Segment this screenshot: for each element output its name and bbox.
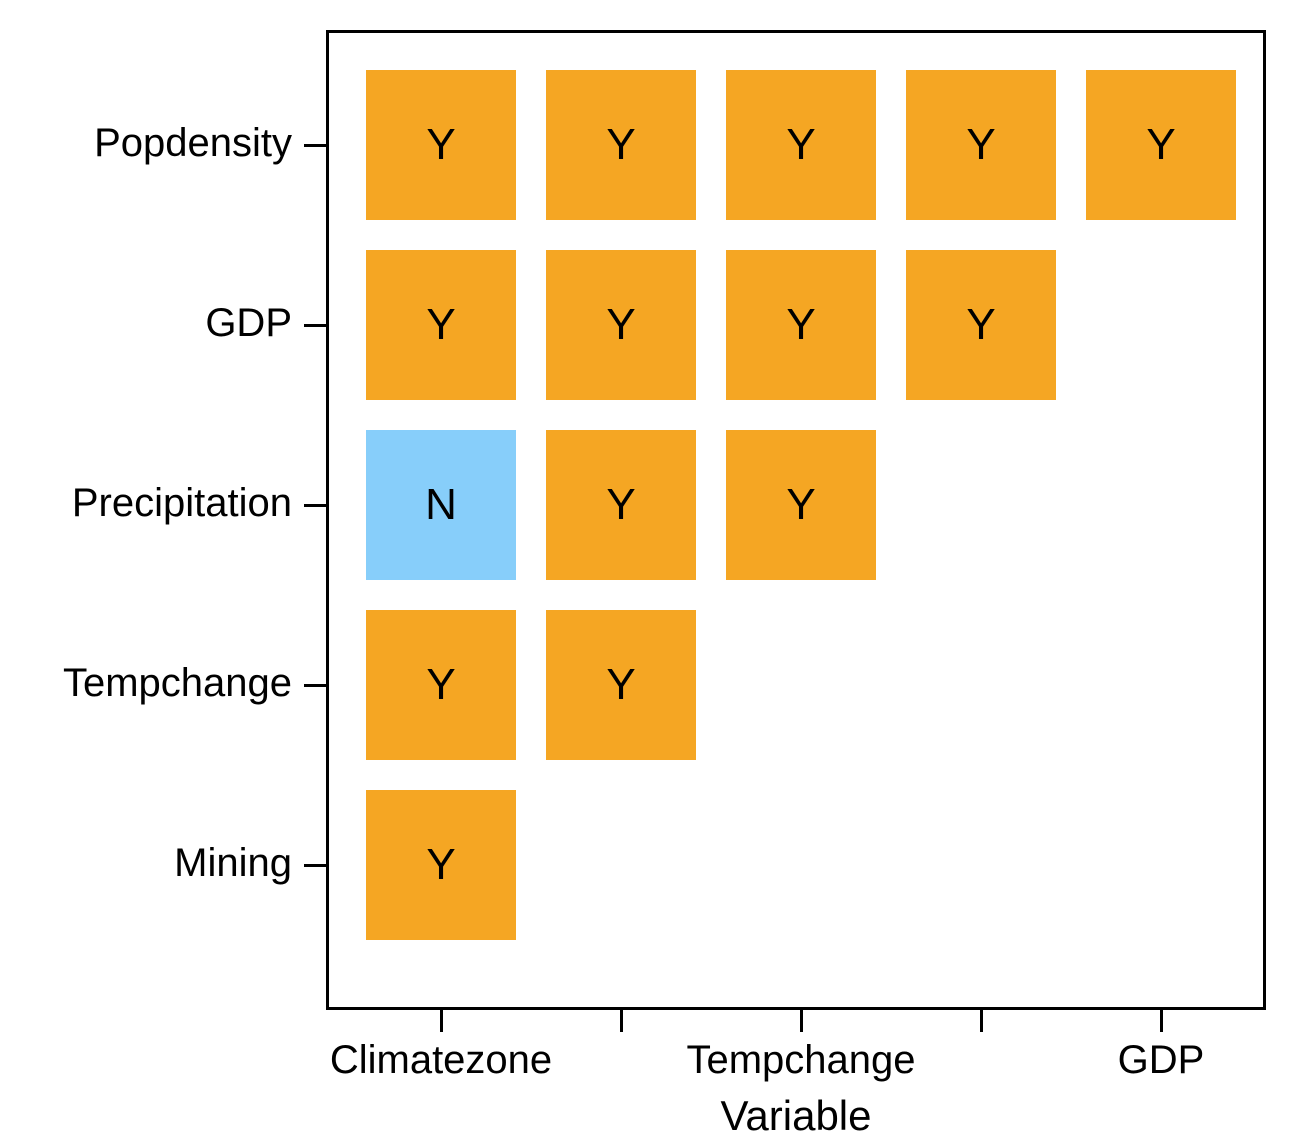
y-axis-label: Popdensity xyxy=(0,121,292,166)
matrix-cell: Y xyxy=(1086,70,1236,220)
matrix-cell-value: Y xyxy=(966,300,995,350)
x-axis-title: Variable xyxy=(721,1092,872,1140)
x-axis-label: Tempchange xyxy=(686,1038,915,1083)
x-tick xyxy=(800,1010,803,1032)
x-tick xyxy=(980,1010,983,1032)
matrix-cell: Y xyxy=(366,790,516,940)
matrix-cell-value: Y xyxy=(606,480,635,530)
matrix-cell-value: Y xyxy=(426,660,455,710)
matrix-cell: Y xyxy=(366,70,516,220)
matrix-cell-value: Y xyxy=(786,120,815,170)
matrix-cell: Y xyxy=(546,70,696,220)
matrix-cell: Y xyxy=(906,250,1056,400)
matrix-cell-value: Y xyxy=(786,480,815,530)
matrix-cell-value: Y xyxy=(606,120,635,170)
matrix-cell: Y xyxy=(366,250,516,400)
y-tick xyxy=(304,504,326,507)
y-axis-label: Tempchange xyxy=(0,661,292,706)
matrix-cell: Y xyxy=(906,70,1056,220)
matrix-cell-value: Y xyxy=(606,300,635,350)
x-tick xyxy=(1160,1010,1163,1032)
y-axis-label: GDP xyxy=(0,301,292,346)
matrix-cell: Y xyxy=(546,610,696,760)
matrix-cell-value: Y xyxy=(786,300,815,350)
x-axis-label: Climatezone xyxy=(330,1038,552,1083)
y-axis-label: Precipitation xyxy=(0,481,292,526)
matrix-cell: Y xyxy=(546,250,696,400)
matrix-cell: Y xyxy=(726,430,876,580)
matrix-cell-value: N xyxy=(425,480,457,530)
matrix-cell-value: Y xyxy=(966,120,995,170)
y-tick xyxy=(304,324,326,327)
y-tick xyxy=(304,684,326,687)
x-tick xyxy=(620,1010,623,1032)
matrix-cell-value: Y xyxy=(426,300,455,350)
y-tick xyxy=(304,144,326,147)
matrix-cell-value: Y xyxy=(606,660,635,710)
x-tick xyxy=(440,1010,443,1032)
matrix-cell: N xyxy=(366,430,516,580)
matrix-cell: Y xyxy=(366,610,516,760)
matrix-cell-value: Y xyxy=(426,840,455,890)
matrix-cell: Y xyxy=(726,70,876,220)
y-axis-label: Mining xyxy=(0,841,292,886)
x-axis-label: GDP xyxy=(1118,1038,1205,1083)
matrix-cell: Y xyxy=(546,430,696,580)
chart-container: Y Y Y Y Y Y Y Y Y N Y Y Y Y Y Popdensity GDP Precipitatio… xyxy=(0,0,1296,1141)
matrix-cell: Y xyxy=(726,250,876,400)
matrix-cell-value: Y xyxy=(426,120,455,170)
matrix-cell-value: Y xyxy=(1146,120,1175,170)
y-tick xyxy=(304,864,326,867)
